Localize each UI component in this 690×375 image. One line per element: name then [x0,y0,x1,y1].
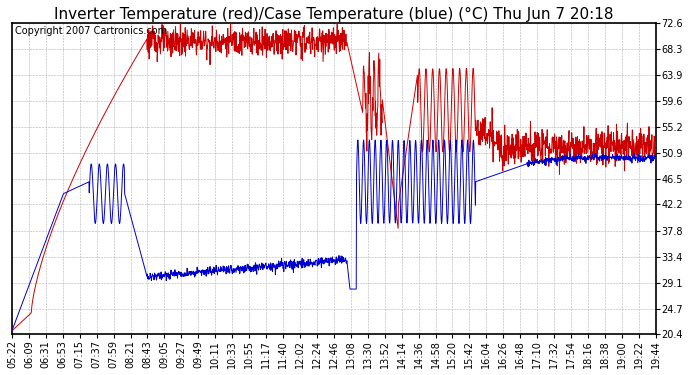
Title: Inverter Temperature (red)/Case Temperature (blue) (°C) Thu Jun 7 20:18: Inverter Temperature (red)/Case Temperat… [54,7,613,22]
Text: Copyright 2007 Cartronics.com: Copyright 2007 Cartronics.com [15,26,167,36]
